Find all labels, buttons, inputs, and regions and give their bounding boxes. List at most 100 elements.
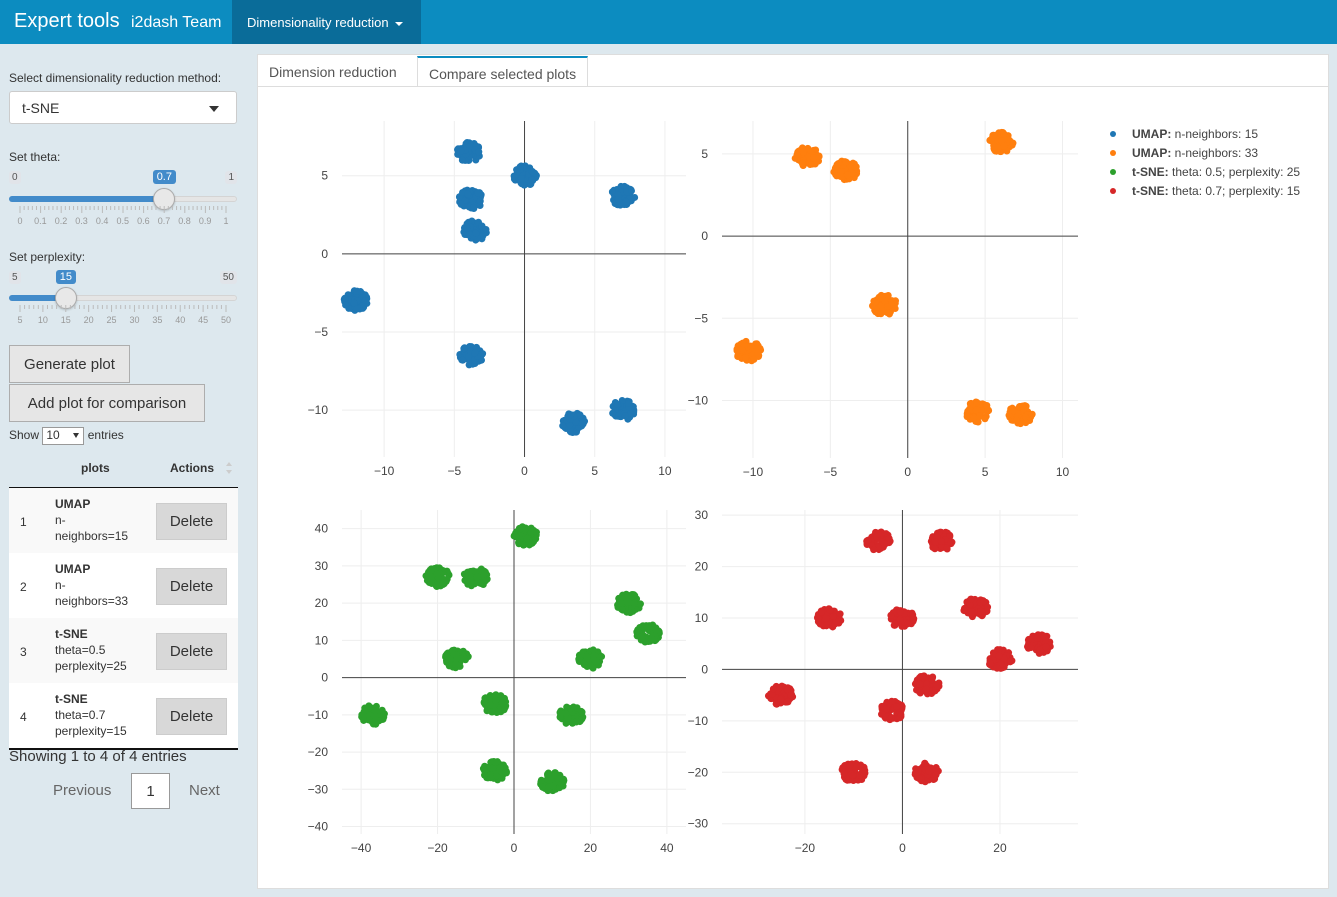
data-point[interactable] xyxy=(492,691,500,699)
data-point[interactable] xyxy=(1007,657,1015,665)
data-point[interactable] xyxy=(475,148,483,156)
entries-select[interactable]: 10 xyxy=(42,427,85,445)
data-point[interactable] xyxy=(453,654,461,662)
data-point[interactable] xyxy=(975,412,983,420)
data-point[interactable] xyxy=(841,762,849,770)
data-point[interactable] xyxy=(932,538,940,546)
data-point[interactable] xyxy=(884,291,892,299)
data-point[interactable] xyxy=(842,158,850,166)
data-point[interactable] xyxy=(963,413,971,421)
data-point[interactable] xyxy=(932,771,940,779)
data-point[interactable] xyxy=(532,528,540,536)
data-point[interactable] xyxy=(741,353,749,361)
data-point[interactable] xyxy=(353,287,361,295)
data-point[interactable] xyxy=(446,661,454,669)
data-point[interactable] xyxy=(981,415,989,423)
data-point[interactable] xyxy=(624,399,632,407)
data-point[interactable] xyxy=(465,353,473,361)
data-point[interactable] xyxy=(993,664,1001,672)
data-point[interactable] xyxy=(904,620,912,628)
data-point[interactable] xyxy=(898,703,906,711)
data-point[interactable] xyxy=(445,655,453,663)
dimensionality-reduction-menu[interactable]: Dimensionality reduction xyxy=(232,0,421,44)
data-point[interactable] xyxy=(372,707,380,715)
data-point[interactable] xyxy=(566,427,574,435)
data-point[interactable] xyxy=(849,771,857,779)
add-plot-for-comparison-button[interactable]: Add plot for comparison xyxy=(9,384,205,422)
data-point[interactable] xyxy=(888,697,896,705)
data-point[interactable] xyxy=(822,622,830,630)
data-point[interactable] xyxy=(784,698,792,706)
data-point[interactable] xyxy=(966,600,974,608)
data-point[interactable] xyxy=(380,710,388,718)
data-point[interactable] xyxy=(783,685,791,693)
data-point[interactable] xyxy=(366,716,374,724)
data-point[interactable] xyxy=(1036,646,1044,654)
data-point[interactable] xyxy=(487,774,495,782)
data-point[interactable] xyxy=(427,573,435,581)
data-point[interactable] xyxy=(960,607,968,615)
data-point[interactable] xyxy=(799,148,807,156)
data-point[interactable] xyxy=(350,299,358,307)
data-point[interactable] xyxy=(994,144,1002,152)
data-point[interactable] xyxy=(497,764,505,772)
data-point[interactable] xyxy=(984,603,992,611)
data-point[interactable] xyxy=(864,536,872,544)
data-point[interactable] xyxy=(733,347,741,355)
data-point[interactable] xyxy=(491,758,499,766)
data-point[interactable] xyxy=(883,303,891,311)
data-point[interactable] xyxy=(787,691,795,699)
data-point[interactable] xyxy=(626,609,634,617)
data-point[interactable] xyxy=(967,608,975,616)
data-point[interactable] xyxy=(822,614,830,622)
data-point[interactable] xyxy=(546,777,554,785)
legend-marker[interactable] xyxy=(1110,188,1116,194)
data-point[interactable] xyxy=(498,699,506,707)
data-point[interactable] xyxy=(928,676,936,684)
data-point[interactable] xyxy=(517,175,525,183)
data-point[interactable] xyxy=(452,660,460,668)
data-point[interactable] xyxy=(464,568,472,576)
data-point[interactable] xyxy=(833,161,841,169)
data-point[interactable] xyxy=(527,528,535,536)
actions-column-header[interactable]: Actions xyxy=(170,461,215,475)
data-point[interactable] xyxy=(482,577,490,585)
data-point[interactable] xyxy=(457,147,465,155)
data-point[interactable] xyxy=(556,709,564,717)
data-point[interactable] xyxy=(521,525,529,533)
scatter-plot[interactable]: −20 0 20 −30 −20 −10 0 10 20 30 xyxy=(688,508,1078,855)
data-point[interactable] xyxy=(528,176,536,184)
data-point[interactable] xyxy=(514,168,522,176)
tab-compare-selected-plots[interactable]: Compare selected plots xyxy=(417,56,589,87)
data-point[interactable] xyxy=(512,533,520,541)
data-point[interactable] xyxy=(916,689,924,697)
brand-title[interactable]: Expert tools xyxy=(14,10,120,32)
data-point[interactable] xyxy=(1027,644,1035,652)
scatter-plot[interactable]: −40 −20 0 20 40 −40 −30 −20 −10 0 10 20 30 40 xyxy=(308,510,686,855)
data-point[interactable] xyxy=(342,301,350,309)
data-point[interactable] xyxy=(769,685,777,693)
data-point[interactable] xyxy=(937,537,945,545)
data-point[interactable] xyxy=(793,150,801,158)
data-point[interactable] xyxy=(893,703,901,711)
data-point[interactable] xyxy=(772,700,780,708)
data-point[interactable] xyxy=(502,768,510,776)
data-point[interactable] xyxy=(919,673,927,681)
next-page-button[interactable]: Next xyxy=(189,782,220,799)
data-point[interactable] xyxy=(622,198,630,206)
data-point[interactable] xyxy=(878,294,886,302)
data-point[interactable] xyxy=(567,411,575,419)
data-point[interactable] xyxy=(433,570,441,578)
previous-page-button[interactable]: Previous xyxy=(53,782,112,799)
data-point[interactable] xyxy=(473,573,481,581)
scatter-plot[interactable]: −10 −5 0 5 10 −10 −5 0 5 xyxy=(688,121,1078,479)
data-point[interactable] xyxy=(361,707,369,715)
data-point[interactable] xyxy=(836,610,844,618)
data-point[interactable] xyxy=(874,530,882,538)
delete-button[interactable]: Delete xyxy=(156,633,227,670)
data-point[interactable] xyxy=(576,718,584,726)
data-point[interactable] xyxy=(472,568,480,576)
data-point[interactable] xyxy=(474,189,482,197)
data-point[interactable] xyxy=(462,223,470,231)
data-point[interactable] xyxy=(846,761,854,769)
